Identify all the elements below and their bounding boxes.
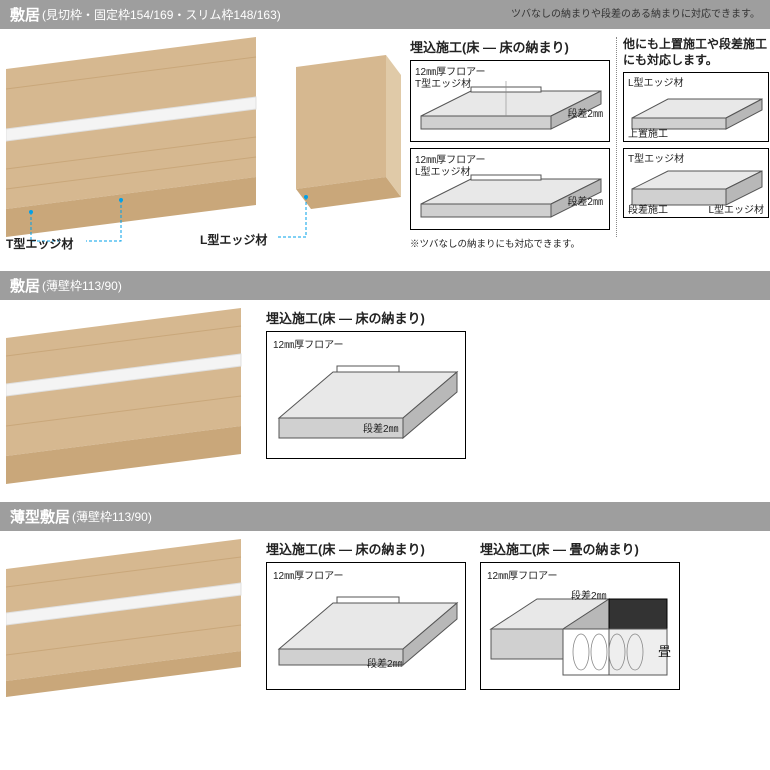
d-s3a-floor: 12㎜厚フロアー (273, 567, 344, 582)
subtitle-1: (見切枠・固定枠154/169・スリム枠148/163) (42, 6, 281, 23)
section-1: 敷居 (見切枠・固定枠154/169・スリム枠148/163) ツバなしの納まり… (0, 0, 770, 271)
col2-title-s1: 他にも上置施工や段差施工にも対応します。 (623, 37, 769, 68)
col1-s3: 埋込施工(床 ― 床の納まり) 12㎜厚フロアー 段差2㎜ (266, 539, 466, 709)
col2-s3: 埋込施工(床 ― 畳の納まり) (480, 539, 680, 709)
d-s3b-tatami: 畳 (658, 641, 671, 660)
diag-s1-b: 12㎜厚フロアー L型エッジ材 段差2㎜ (410, 148, 610, 230)
wood-render-2 (6, 308, 256, 488)
col1-s1: 埋込施工(床 ― 床の納まり) 12㎜厚フロアー T型エッジ材 段差2㎜ (410, 37, 610, 250)
col1-title-s2: 埋込施工(床 ― 床の納まり) (266, 308, 466, 327)
diag-s3b: 12㎜厚フロアー 段差2㎜ 畳 (480, 562, 680, 690)
header-2: 敷居 (薄壁枠113/90) (0, 271, 770, 300)
title-1: 敷居 (10, 4, 40, 25)
title-3: 薄型敷居 (10, 506, 70, 527)
wood-render-1: T型エッジ材 L型エッジ材 (6, 37, 406, 257)
d-s1b-step: 段差2㎜ (567, 193, 603, 208)
diag-s1-d: T型エッジ材 段差施工 L型エッジ材 (623, 148, 769, 218)
col2-s1: 他にも上置施工や段差施工にも対応します。 L型エッジ材 上置施工 T型エッジ材 … (623, 37, 769, 224)
header-3: 薄型敷居 (薄壁枠113/90) (0, 502, 770, 531)
diag-s3a: 12㎜厚フロアー 段差2㎜ (266, 562, 466, 690)
d-s1a-step: 段差2㎜ (567, 105, 603, 120)
col2-title-s3: 埋込施工(床 ― 畳の納まり) (480, 539, 680, 558)
d-s1c-uwa: 上置施工 (628, 125, 668, 140)
d-s1c-edge: L型エッジ材 (628, 74, 684, 89)
d-s2-step: 段差2㎜ (363, 420, 399, 435)
d-s3a-step: 段差2㎜ (367, 655, 403, 670)
vdots-s1 (616, 37, 617, 237)
d-s1b-edge: L型エッジ材 (415, 163, 471, 178)
diag-s1-a: 12㎜厚フロアー T型エッジ材 段差2㎜ (410, 60, 610, 142)
title-2: 敷居 (10, 275, 40, 296)
subtitle-2: (薄壁枠113/90) (42, 277, 122, 294)
wood-label-l: L型エッジ材 (200, 231, 267, 248)
diag-s1-c: L型エッジ材 上置施工 (623, 72, 769, 142)
section-2: 敷居 (薄壁枠113/90) 埋込施工(床 ― 床の納まり) 12 (0, 271, 770, 502)
diag-s2: 12㎜厚フロアー 段差2㎜ (266, 331, 466, 459)
col1-s2: 埋込施工(床 ― 床の納まり) 12㎜厚フロアー 段差2㎜ (266, 308, 466, 488)
section-3: 薄型敷居 (薄壁枠113/90) 埋込施工(床 ― 床の納まり) (0, 502, 770, 723)
d-s1d-dansa: 段差施工 (628, 201, 668, 216)
col1-footnote-s1: ※ツバなしの納まりにも対応できます。 (410, 236, 610, 250)
wood-label-t: T型エッジ材 (6, 235, 73, 252)
wood-render-3 (6, 539, 256, 709)
d-s1d-edget: T型エッジ材 (628, 150, 684, 165)
d-s1d-edgel: L型エッジ材 (708, 201, 764, 216)
col1-title-s1: 埋込施工(床 ― 床の納まり) (410, 37, 610, 56)
col1-title-s3: 埋込施工(床 ― 床の納まり) (266, 539, 466, 558)
subtitle-3: (薄壁枠113/90) (72, 508, 152, 525)
d-s2-floor: 12㎜厚フロアー (273, 336, 344, 351)
d-s3b-step: 段差2㎜ (571, 587, 607, 602)
top-note-1: ツバなしの納まりや段差のある納まりに対応できます。 (511, 5, 760, 20)
d-s3b-floor: 12㎜厚フロアー (487, 567, 558, 582)
d-s1a-edge: T型エッジ材 (415, 75, 471, 90)
